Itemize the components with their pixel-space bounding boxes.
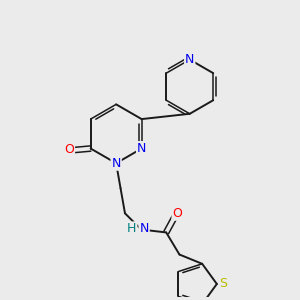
Text: H: H — [127, 222, 136, 236]
Text: N: N — [112, 157, 121, 170]
Text: N: N — [185, 53, 194, 66]
Text: N: N — [137, 142, 146, 155]
Text: S: S — [219, 277, 227, 290]
Text: O: O — [172, 207, 182, 220]
Text: N: N — [140, 222, 149, 236]
Text: O: O — [64, 143, 74, 157]
